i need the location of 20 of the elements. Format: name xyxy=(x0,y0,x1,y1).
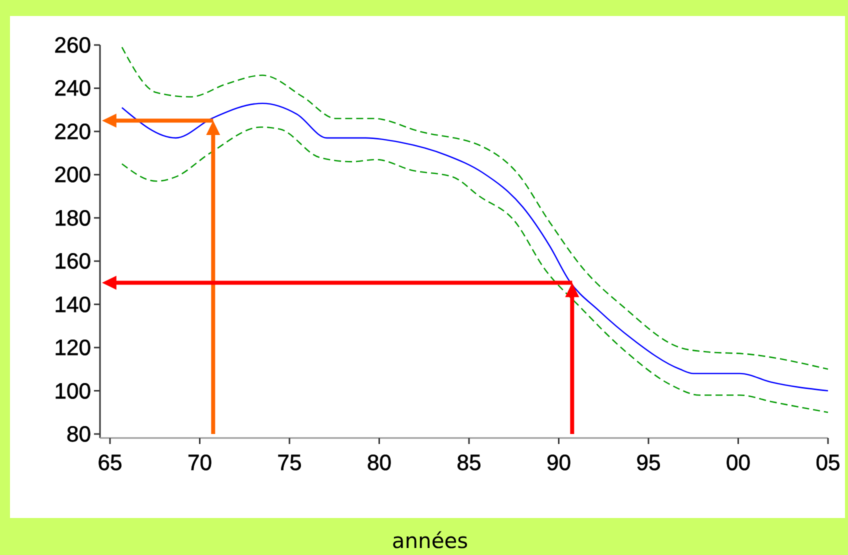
x-tick-label: 05 xyxy=(816,450,840,475)
x-tick-label: 90 xyxy=(546,450,571,475)
y-tick-label: 180 xyxy=(54,205,91,230)
x-tick-label: 00 xyxy=(726,450,750,475)
y-tick-label: 120 xyxy=(54,335,91,360)
x-axis-title: années xyxy=(392,529,468,553)
y-tick-label: 140 xyxy=(54,292,91,317)
y-tick-label: 260 xyxy=(54,32,91,58)
x-tick-label: 70 xyxy=(187,450,212,475)
y-tick-label: 100 xyxy=(54,378,91,404)
x-tick-label: 95 xyxy=(636,450,661,475)
x-tick-label: 85 xyxy=(456,450,482,475)
x-tick-label: 80 xyxy=(366,450,392,475)
y-tick-label: 240 xyxy=(54,76,91,101)
y-tick-label: 80 xyxy=(66,422,91,446)
x-tick-label: 65 xyxy=(98,450,122,475)
x-tick-label: 75 xyxy=(277,450,302,475)
y-tick-label: 160 xyxy=(54,248,91,274)
y-tick-label: 200 xyxy=(54,162,91,188)
y-tick-label: 220 xyxy=(54,118,91,144)
